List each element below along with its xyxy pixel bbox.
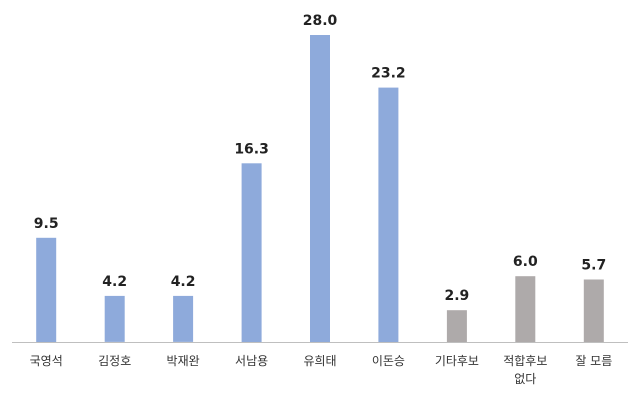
bars-group xyxy=(36,35,604,342)
category-label-8: 잘 모름 xyxy=(575,354,612,368)
value-label-6: 2.9 xyxy=(444,288,469,304)
bar-8 xyxy=(583,279,604,342)
bar-4 xyxy=(310,35,330,342)
bar-5 xyxy=(378,87,399,342)
bar-7 xyxy=(515,276,536,342)
value-label-7: 6.0 xyxy=(513,254,538,270)
value-label-8: 5.7 xyxy=(581,258,606,274)
category-label-1: 김정호 xyxy=(98,354,131,368)
value-label-3: 16.3 xyxy=(234,141,269,157)
value-label-4: 28.0 xyxy=(303,13,338,29)
bar-2 xyxy=(173,295,194,342)
bar-3 xyxy=(241,163,262,342)
value-label-2: 4.2 xyxy=(171,274,196,290)
category-label-2: 박재완 xyxy=(167,354,200,368)
category-label-4: 유희태 xyxy=(303,354,336,368)
bar-6 xyxy=(446,310,467,342)
value-label-1: 4.2 xyxy=(102,274,127,290)
value-label-5: 23.2 xyxy=(371,66,406,82)
bar-1 xyxy=(104,295,125,342)
category-label-6: 기타후보 xyxy=(435,354,479,368)
value-label-0: 9.5 xyxy=(34,216,59,232)
category-label-5: 이돈승 xyxy=(372,354,405,368)
category-labels-group: 국영석 김정호 박재완 서남용 유희태 이돈승 기타후보 적합후보 없다 잘 모름 xyxy=(30,354,613,386)
category-label-7: 적합후보 없다 xyxy=(503,354,547,386)
category-label-0: 국영석 xyxy=(30,354,63,368)
value-labels-group: 9.5 4.2 4.2 16.3 28.0 23.2 2.9 6.0 5.7 xyxy=(34,13,606,304)
category-label-3: 서남용 xyxy=(235,354,268,368)
bar-0 xyxy=(36,237,57,342)
